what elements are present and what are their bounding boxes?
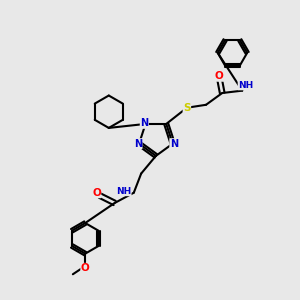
Text: NH: NH — [238, 81, 254, 90]
Text: O: O — [81, 263, 90, 273]
Text: N: N — [170, 139, 178, 149]
Text: N: N — [140, 118, 148, 128]
Text: O: O — [215, 71, 224, 81]
Text: O: O — [92, 188, 101, 198]
Text: S: S — [183, 103, 190, 113]
Text: NH: NH — [116, 187, 131, 196]
Text: N: N — [134, 139, 142, 149]
